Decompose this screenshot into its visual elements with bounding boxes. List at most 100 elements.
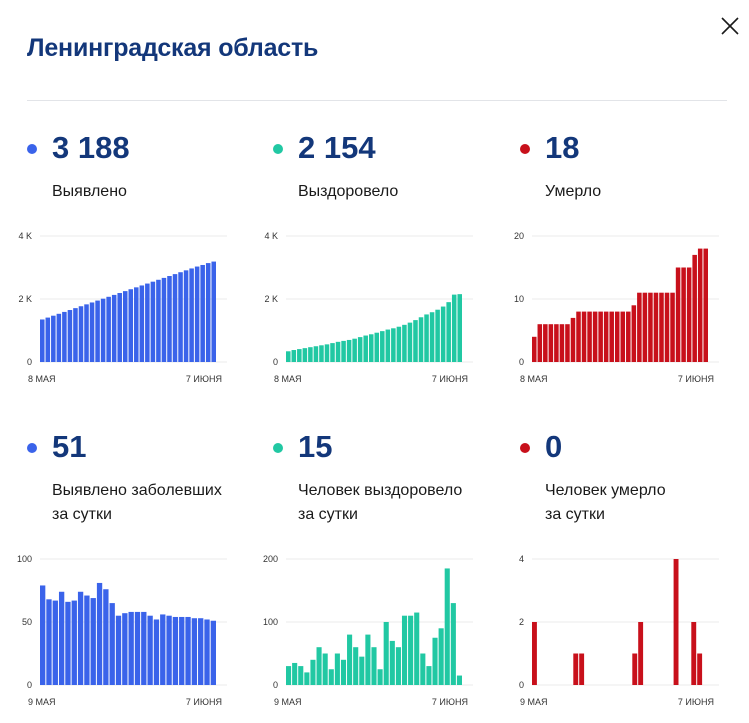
y-tick-label: 20	[514, 231, 524, 241]
bar	[304, 672, 310, 685]
bar	[368, 334, 374, 362]
x-tick-label: 7 ИЮНЯ	[678, 374, 714, 384]
y-tick-label: 0	[27, 680, 32, 690]
bar	[286, 666, 292, 685]
bar	[377, 669, 383, 685]
bar	[141, 611, 147, 685]
bar	[371, 647, 377, 685]
bar	[418, 317, 424, 362]
bar	[134, 287, 139, 362]
bar	[172, 274, 178, 362]
daily-died-bullet-icon	[520, 443, 530, 453]
bar	[450, 603, 456, 685]
bar	[153, 619, 160, 685]
bar	[703, 248, 708, 362]
bar	[286, 351, 291, 362]
bar	[156, 279, 161, 362]
stat-value: 15	[298, 429, 333, 464]
bar	[340, 659, 347, 685]
bar	[435, 309, 440, 362]
bar	[380, 331, 385, 362]
bar	[391, 328, 396, 362]
bar	[554, 324, 559, 362]
bar	[673, 559, 679, 685]
bar	[145, 283, 150, 362]
bar	[51, 315, 56, 362]
bar	[67, 310, 73, 362]
bar	[308, 347, 313, 362]
bar	[631, 305, 637, 362]
bar	[128, 289, 134, 362]
bar	[626, 311, 631, 362]
header-divider	[27, 100, 727, 101]
stat-label: Выявлено	[52, 183, 127, 200]
bar	[96, 582, 103, 685]
stat-label-line2: за сутки	[298, 506, 358, 523]
bar	[134, 611, 141, 685]
page-title: Ленинградская область	[27, 34, 319, 62]
bar	[178, 272, 183, 362]
bar	[440, 306, 446, 362]
bar	[532, 336, 537, 362]
bar	[341, 340, 346, 362]
bar	[310, 659, 316, 685]
bar	[313, 346, 319, 362]
bar	[183, 270, 189, 362]
stat-label: Выявлено заболевших за сутки	[52, 479, 252, 527]
recovered-bullet-icon	[273, 144, 283, 154]
bar	[359, 656, 365, 685]
bar	[166, 615, 172, 685]
bar	[697, 248, 703, 362]
y-tick-label: 50	[22, 617, 32, 627]
bar	[638, 622, 644, 685]
bar	[691, 622, 697, 685]
chart-daily-died: 0 2 4 9 МАЯ 7 ИЮНЯ	[502, 549, 719, 713]
bar	[614, 311, 620, 362]
bar	[389, 640, 395, 685]
close-button[interactable]	[716, 12, 744, 40]
bar	[84, 304, 89, 362]
bar	[150, 281, 156, 362]
bar	[365, 634, 371, 685]
bar	[302, 348, 308, 362]
bar	[353, 647, 359, 685]
y-tick-label: 100	[17, 554, 32, 564]
y-tick-label: 4 K	[18, 231, 32, 241]
bar	[401, 615, 408, 685]
y-tick-label: 0	[273, 357, 278, 367]
bar	[198, 618, 204, 685]
bar	[559, 324, 565, 362]
bar	[420, 653, 426, 685]
bar	[573, 653, 579, 685]
y-tick-label: 0	[273, 680, 278, 690]
x-tick-label: 7 ИЮНЯ	[186, 697, 222, 707]
bar	[200, 264, 205, 362]
bar	[179, 616, 185, 685]
bar	[139, 285, 145, 362]
bar	[424, 314, 429, 362]
daily-detected-bullet-icon	[27, 443, 37, 453]
bar	[161, 277, 167, 362]
bar	[697, 653, 703, 685]
bar	[71, 600, 77, 685]
bar	[413, 320, 418, 362]
bar	[686, 267, 692, 362]
bar	[106, 296, 111, 362]
bar	[579, 653, 585, 685]
bar	[100, 298, 106, 362]
bar	[205, 263, 211, 362]
bar	[587, 311, 592, 362]
detected-bullet-icon	[27, 144, 37, 154]
bar	[659, 292, 664, 362]
chart-died: 0 10 20 8 МАЯ 7 ИЮНЯ	[502, 226, 719, 390]
bar	[346, 339, 352, 362]
bar	[147, 615, 153, 685]
bar	[609, 311, 614, 362]
chart-daily-recovered: 0 100 200 9 МАЯ 7 ИЮНЯ	[256, 549, 473, 713]
bar	[620, 311, 626, 362]
y-tick-label: 2	[519, 617, 524, 627]
bar	[111, 294, 117, 362]
stat-label: Человек выздоровело за сутки	[298, 479, 498, 527]
stat-label-line1: Человек умерло	[545, 482, 666, 499]
bar	[407, 322, 413, 362]
